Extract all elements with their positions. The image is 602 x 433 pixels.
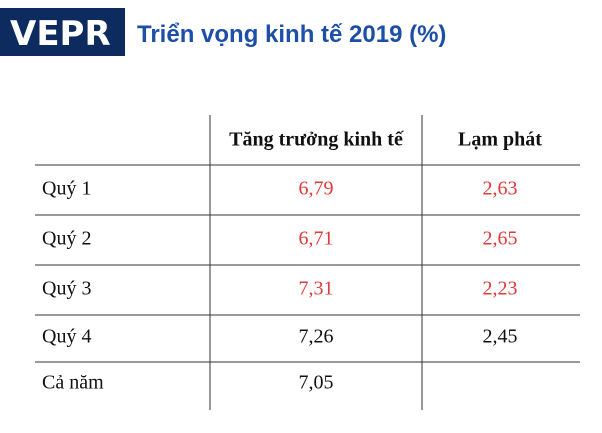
row-label: Quý 3 (42, 278, 91, 300)
column-header: Tăng trưởng kinh tế (229, 129, 404, 151)
title: Triển vọng kinh tế 2019 (%) (137, 21, 446, 48)
cell: 2,23 (483, 278, 518, 300)
row-label: Quý 4 (42, 326, 91, 348)
cell: 2,63 (483, 178, 518, 200)
cell: 6,71 (299, 228, 334, 250)
table: Tăng trưởng kinh tế Lạm phát Quý 1 6,79 … (35, 115, 580, 410)
row-label: Quý 2 (42, 228, 91, 250)
column-header: Lạm phát (458, 129, 542, 151)
row-label: Quý 1 (42, 178, 91, 200)
logo-box (0, 8, 125, 56)
cell: 7,26 (299, 326, 334, 348)
row-label: Cả năm (42, 372, 104, 394)
cell: 6,79 (299, 178, 334, 200)
cell: 2,45 (483, 326, 518, 348)
cell: 7,05 (299, 372, 334, 394)
cell: 2,65 (483, 228, 518, 250)
logo: VEPR (10, 14, 111, 54)
cell: 7,31 (299, 278, 334, 300)
